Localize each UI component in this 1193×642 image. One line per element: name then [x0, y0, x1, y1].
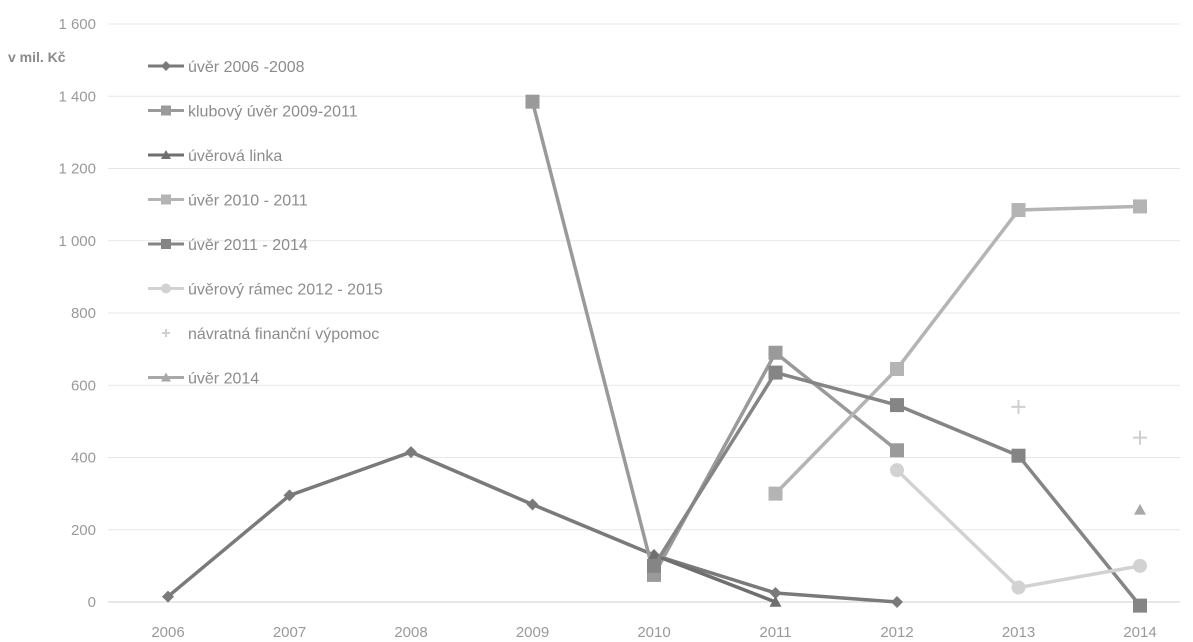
- data-point: [1011, 399, 1026, 414]
- data-point: [890, 463, 904, 478]
- series-line: [653, 553, 777, 604]
- series-3: [648, 549, 782, 607]
- legend-item: úvěr 2010 - 2011: [148, 193, 308, 210]
- legend-label: úvěr 2014: [188, 371, 259, 388]
- y-tick-label: 1 000: [58, 233, 96, 250]
- data-point: [890, 361, 904, 376]
- legend-item: úvěrový rámec 2012 - 2015: [148, 282, 383, 299]
- x-tick-label: 2008: [394, 624, 427, 641]
- data-point: [1133, 430, 1147, 445]
- x-tick-label: 2013: [1002, 624, 1035, 641]
- legend-marker: [161, 61, 171, 71]
- legend-label: úvěr 2010 - 2011: [188, 193, 308, 210]
- data-point: [890, 443, 904, 458]
- legend-marker: [161, 194, 171, 205]
- series-5: [647, 365, 1147, 613]
- data-point: [1134, 503, 1146, 515]
- data-point: [526, 498, 539, 511]
- x-tick-label: 2006: [151, 624, 184, 641]
- legend-marker: [161, 372, 171, 382]
- data-point: [891, 596, 903, 608]
- legend-marker: [161, 105, 171, 116]
- legend-item: úvěrová linka: [148, 148, 282, 165]
- y-tick-label: 600: [71, 377, 96, 394]
- y-tick-label: 0: [88, 594, 96, 611]
- series-line: [530, 101, 899, 577]
- y-tick-labels: 0 200 400 600 800 1 000 1 200 1 400 1 600: [58, 16, 96, 611]
- legend-label: klubový úvěr 2009-2011: [188, 104, 358, 121]
- data-point: [1133, 598, 1147, 613]
- data-point: [768, 365, 783, 380]
- series-line: [166, 450, 898, 604]
- series-4: [768, 199, 1147, 501]
- x-tick-label: 2010: [637, 624, 670, 641]
- legend-marker: [162, 329, 170, 337]
- gridlines: [108, 23, 1180, 603]
- y-axis-label: v mil. Kč: [8, 49, 66, 65]
- series-line: [895, 468, 1141, 590]
- legend: úvěr 2006 -2008 klubový úvěr 2009-2011 úvě…: [148, 59, 383, 388]
- y-tick-label: 800: [71, 305, 96, 322]
- series-line: [774, 204, 1141, 495]
- data-point: [1011, 580, 1026, 595]
- x-tick-label: 2007: [273, 624, 306, 641]
- legend-marker: [161, 150, 171, 159]
- data-point: [162, 590, 174, 603]
- x-tick-label: 2012: [880, 624, 913, 641]
- series-7: [1011, 399, 1147, 445]
- data-point: [769, 596, 782, 607]
- legend-marker: [161, 239, 171, 249]
- y-tick-label: 1 200: [58, 161, 96, 178]
- data-point: [890, 398, 904, 413]
- y-tick-label: 1 400: [58, 88, 96, 105]
- series-2: [525, 94, 904, 582]
- x-tick-label: 2009: [516, 624, 549, 641]
- data-point: [525, 94, 540, 109]
- legend-marker: [161, 283, 171, 294]
- legend-label: úvěrový rámec 2012 - 2015: [188, 282, 383, 299]
- y-tick-label: 200: [71, 522, 96, 539]
- data-point: [768, 345, 783, 360]
- y-tick-label: 1 600: [58, 16, 96, 33]
- data-point: [647, 558, 661, 573]
- data-point: [283, 489, 296, 502]
- data-point: [768, 486, 783, 501]
- legend-item: úvěr 2014: [148, 371, 259, 388]
- legend-item: úvěr 2011 - 2014: [148, 237, 308, 254]
- series-lines: [162, 94, 1147, 613]
- data-point: [648, 549, 660, 560]
- legend-label: návratná finanční výpomoc: [188, 326, 379, 343]
- data-point: [1133, 199, 1147, 214]
- series-8: [1134, 503, 1146, 515]
- legend-item: klubový úvěr 2009-2011: [148, 104, 358, 121]
- data-point: [405, 446, 417, 459]
- legend-item: návratná finanční výpomoc: [162, 326, 379, 343]
- data-point: [1011, 448, 1026, 463]
- series-6: [890, 463, 1147, 595]
- data-point: [1133, 558, 1147, 573]
- legend-label: úvěrová linka: [188, 148, 282, 165]
- x-tick-labels: 2006 2007 2008 2009 2010 2011 2012 2013 2014: [151, 624, 1156, 641]
- data-point: [769, 586, 782, 599]
- legend-item: úvěr 2006 -2008: [148, 59, 305, 76]
- x-tick-label: 2011: [759, 624, 791, 641]
- y-tick-label: 400: [71, 450, 96, 467]
- x-tick-label: 2014: [1123, 624, 1156, 641]
- series-1: [162, 446, 903, 608]
- legend-label: úvěr 2006 -2008: [188, 59, 305, 76]
- data-point: [1011, 203, 1026, 218]
- legend-label: úvěr 2011 - 2014: [188, 237, 308, 254]
